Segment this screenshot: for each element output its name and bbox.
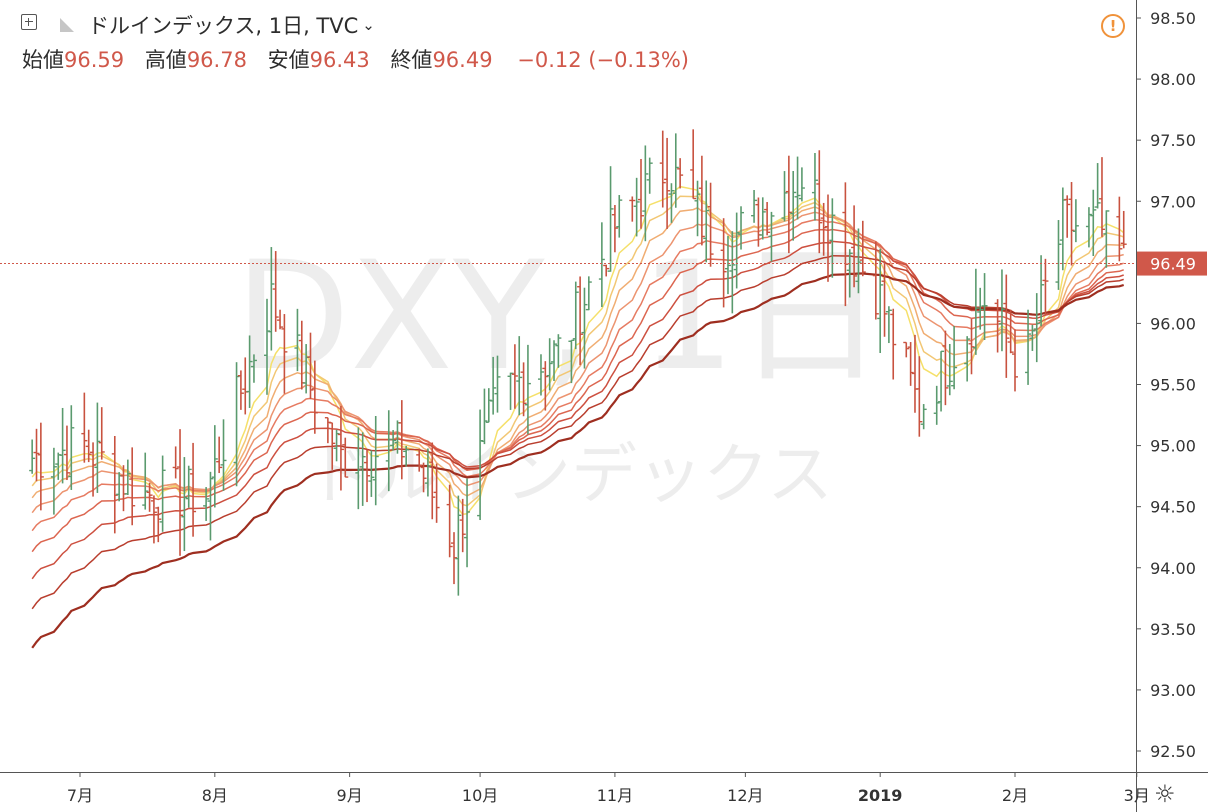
low-label: 安値 [267,48,310,72]
x-tick-label: 12月 [727,786,763,805]
high-label: 高値 [144,48,187,72]
change-value: −0.12 (−0.13%) [517,48,689,72]
watermark-name: ドルインデックス [307,436,833,513]
y-tick-label: 93.50 [1150,620,1196,639]
y-tick-label: 98.00 [1150,70,1196,89]
ohlc-readout: 始値96.59 高値96.78 安値96.43 終値96.49 −0.12 (−… [22,44,689,74]
open-label: 始値 [22,48,64,72]
x-tick-label: 11月 [597,786,633,805]
x-tick-label: 2019 [858,786,903,805]
x-tick-label: 7月 [67,786,93,805]
close-label: 終値 [390,48,433,72]
y-tick-label: 92.50 [1150,742,1196,761]
last-price-label: 96.49 [1150,255,1196,274]
y-tick-label: 96.00 [1150,314,1196,333]
ema-ribbon-line [31,272,1125,649]
settings-gear-icon[interactable]: ☼ [1154,780,1176,808]
y-tick-label: 97.50 [1150,131,1196,150]
y-tick-label: 94.00 [1150,559,1196,578]
chevron-down-icon[interactable]: ⌄ [362,16,375,34]
ema-ribbon-line [31,254,1124,610]
x-tick-label: 10月 [462,786,498,805]
y-tick-label: 95.50 [1150,376,1196,395]
x-tick-label: 2月 [1002,786,1028,805]
low-value: 96.43 [309,48,370,72]
high-value: 96.78 [186,48,247,72]
open-value: 96.59 [64,48,125,72]
symbol-title[interactable]: ドルインデックス, 1日, TVC [88,14,359,38]
plot-area [0,0,1136,772]
x-tick-label: 8月 [202,786,228,805]
x-tick-label: 9月 [337,786,363,805]
last-price-tag [1137,251,1207,276]
y-tick-label: 93.00 [1150,681,1196,700]
flag-icon[interactable] [60,18,74,32]
close-value: 96.49 [432,48,493,72]
y-tick-label: 95.00 [1150,437,1196,456]
y-tick-label: 97.00 [1150,192,1196,211]
y-tick-label: 94.50 [1150,498,1196,517]
warning-icon[interactable]: ! [1101,14,1125,38]
x-tick-label: 3月 [1124,786,1150,805]
y-tick-label: 98.50 [1150,9,1196,28]
chart-header: ドルインデックス, 1日, TVC ⌄ 始値96.59 高値96.78 安値96… [0,0,1138,80]
compare-add-icon[interactable] [21,14,37,30]
